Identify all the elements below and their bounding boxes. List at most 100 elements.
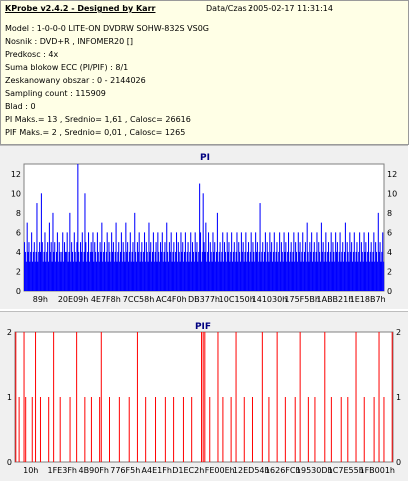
pi-bar — [272, 261, 274, 291]
pi-bar — [282, 261, 284, 291]
pi-bar — [348, 261, 350, 291]
pi-bar — [216, 212, 218, 291]
pi-bar — [94, 242, 96, 291]
pi-bar — [153, 261, 155, 291]
pi-bar — [240, 232, 242, 291]
pi-bar — [91, 251, 93, 291]
pi-bar — [144, 232, 146, 291]
pi-bar — [329, 251, 331, 291]
pi-bar — [100, 251, 102, 291]
info-line: Predkosc : 4x — [5, 50, 59, 59]
pi-bar — [302, 232, 304, 291]
pi-bar — [70, 261, 72, 291]
pi-bar — [123, 251, 125, 291]
pi-bar — [232, 251, 234, 291]
pi-bar — [365, 242, 367, 291]
pi-bar — [24, 242, 26, 291]
pi-bar — [98, 261, 100, 291]
pi-bar — [378, 251, 380, 291]
pi-bar — [319, 251, 321, 291]
pi-bar — [126, 251, 128, 291]
pi-bar — [342, 242, 344, 291]
pi-bar — [104, 242, 106, 291]
pi-bar — [146, 251, 148, 291]
pi-bar — [65, 251, 67, 291]
pi-bar — [136, 242, 138, 291]
pi-bar — [307, 251, 309, 291]
datetime-value: 2005-02-17 11:31:14 — [248, 4, 333, 13]
pi-bar — [49, 251, 51, 291]
pi-bar — [283, 232, 285, 291]
pi-bar — [142, 261, 144, 291]
pi-bar — [217, 261, 219, 291]
pi-bar — [61, 251, 63, 291]
pi-bar — [44, 232, 46, 291]
pi-bar — [172, 251, 174, 291]
pi-bar — [278, 251, 280, 291]
pi-bar — [364, 251, 366, 291]
pi-bar — [160, 251, 162, 291]
pi-bar — [284, 251, 286, 291]
pi-bar — [36, 203, 38, 291]
pi-bar — [310, 251, 312, 291]
pi-bar — [352, 251, 354, 291]
pi-bar — [219, 242, 221, 291]
pi-bar — [81, 232, 83, 291]
pi-bar — [212, 232, 214, 291]
pi-bar — [125, 222, 127, 291]
pi-bar — [288, 232, 290, 291]
pif-chart-panel: PIF 0 0 1 1 2 2 10h 1FE3Fh 4B90Fh 776F5h A4E1Fh D1E… — [0, 311, 408, 481]
pi-bar — [136, 261, 138, 291]
pi-bar — [184, 251, 186, 291]
pi-bar — [127, 242, 129, 291]
pi-bar — [250, 232, 252, 291]
pi-bar — [375, 242, 377, 291]
pi-bar — [316, 232, 318, 291]
pi-bar — [178, 251, 180, 291]
pi-bar — [355, 251, 357, 291]
pi-bar — [311, 232, 313, 291]
pi-bar — [309, 242, 311, 291]
pi-bar — [256, 242, 258, 291]
pif-ytick-left: 1 — [7, 393, 12, 402]
pi-bar — [168, 242, 170, 291]
info-line: PI Maks.= 13 , Srednio= 1,61 , Calosc= 2… — [5, 115, 191, 124]
pi-bar — [216, 251, 218, 291]
pi-bar — [209, 242, 211, 291]
pi-bar — [257, 261, 259, 291]
pi-bar — [335, 232, 337, 291]
pi-bar — [228, 242, 230, 291]
pi-bar — [106, 232, 108, 291]
pi-ytick-right: 10 — [387, 189, 397, 198]
pi-bar — [229, 261, 231, 291]
pi-bar — [158, 251, 160, 291]
pi-bar — [296, 251, 298, 291]
pi-bar — [197, 261, 199, 291]
pi-bar — [264, 232, 266, 291]
pi-ytick-left: 10 — [11, 189, 21, 198]
pi-bar — [313, 242, 315, 291]
pi-bar — [74, 251, 76, 291]
pi-bar — [204, 251, 206, 291]
pi-bar — [372, 251, 374, 291]
pi-bar — [381, 251, 383, 291]
pi-ytick-left: 0 — [16, 287, 21, 296]
pi-bar — [324, 251, 326, 291]
pi-bar — [32, 261, 34, 291]
pi-chart-panel: PI 0 0 2 2 4 4 6 6 8 8 10 10 12 12 89h 20E09h 4E7F8h 7CC5… — [0, 145, 408, 309]
pi-bar — [192, 251, 194, 291]
pi-bar — [353, 232, 355, 291]
pi-bar — [245, 232, 247, 291]
pi-bar — [181, 251, 183, 291]
pi-bar — [369, 251, 371, 291]
pi-bar — [32, 251, 34, 291]
pi-bar — [368, 261, 370, 291]
pi-bar — [361, 251, 363, 291]
pi-xtick: 1E18B7h — [350, 295, 386, 304]
pi-bar — [207, 251, 209, 291]
pi-ytick-right: 12 — [387, 170, 397, 179]
pi-bar — [122, 242, 124, 291]
pi-bar — [120, 251, 122, 291]
pi-bar — [64, 242, 66, 291]
pi-bar — [258, 251, 260, 291]
